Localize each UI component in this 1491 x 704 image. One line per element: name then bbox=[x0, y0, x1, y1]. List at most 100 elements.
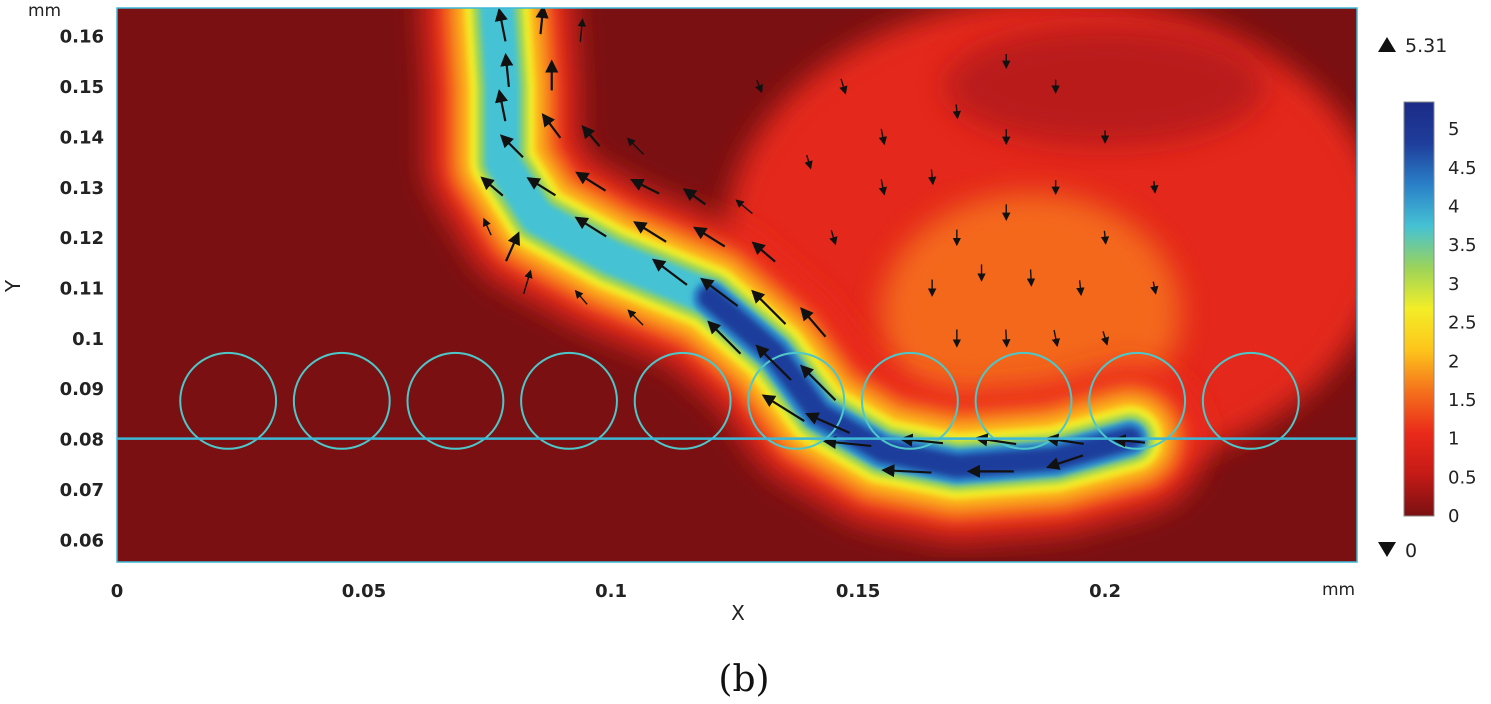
particle bbox=[406, 351, 505, 450]
colorbar-max-label: 5.31 bbox=[1405, 35, 1447, 57]
velocity-arrow bbox=[494, 8, 508, 42]
velocity-arrow bbox=[682, 188, 707, 206]
particle bbox=[747, 351, 846, 450]
y-tick-label: 0.09 bbox=[60, 379, 104, 400]
velocity-vectors bbox=[480, 8, 1159, 478]
velocity-arrow bbox=[878, 128, 887, 146]
velocity-arrow bbox=[800, 307, 827, 338]
colorbar-tick-label: 1 bbox=[1448, 429, 1459, 450]
velocity-arrow bbox=[839, 78, 848, 95]
max-triangle-icon bbox=[1378, 37, 1396, 52]
min-triangle-icon bbox=[1378, 542, 1396, 557]
velocity-arrow bbox=[575, 171, 607, 192]
y-tick-label: 0.13 bbox=[60, 178, 104, 199]
y-unit-label: mm bbox=[28, 1, 61, 21]
velocity-arrow bbox=[577, 18, 586, 42]
y-axis-ticks: 0.06 0.07 0.08 0.09 0.1 0.11 0.12 0.13 0.14 0.15 0… bbox=[60, 27, 104, 552]
velocity-arrow bbox=[805, 412, 851, 434]
x-tick-label: 0 bbox=[111, 581, 124, 602]
velocity-arrow bbox=[799, 364, 837, 401]
velocity-arrow bbox=[1076, 280, 1085, 297]
plot-frame bbox=[116, 7, 1358, 563]
colorbar-tick-label: 2.5 bbox=[1448, 313, 1477, 334]
velocity-arrow bbox=[693, 226, 726, 248]
velocity-arrow bbox=[755, 344, 792, 381]
velocity-arrow bbox=[1045, 454, 1084, 470]
velocity-arrow bbox=[707, 320, 742, 355]
velocity-arrow bbox=[881, 464, 932, 478]
velocity-arrow bbox=[761, 394, 805, 423]
velocity-arrow bbox=[651, 258, 688, 286]
particle bbox=[633, 351, 732, 450]
velocity-arrow bbox=[627, 309, 644, 326]
field-region bbox=[945, 26, 1266, 147]
y-tick-label: 0.08 bbox=[60, 430, 104, 451]
colorbar-tick-label: 4.5 bbox=[1448, 158, 1477, 179]
colorbar-tick-label: 1.5 bbox=[1448, 390, 1477, 411]
velocity-arrow bbox=[1112, 434, 1145, 448]
velocity-arrow bbox=[574, 216, 607, 238]
y-tick-label: 0.15 bbox=[60, 77, 104, 98]
y-tick-label: 0.1 bbox=[72, 329, 104, 350]
velocity-arrow bbox=[829, 230, 838, 246]
colorbar bbox=[1403, 101, 1435, 517]
velocity-arrow bbox=[581, 125, 601, 147]
y-tick-label: 0.14 bbox=[60, 127, 104, 148]
velocity-arrow bbox=[1150, 281, 1159, 295]
velocity-arrow bbox=[1002, 329, 1011, 348]
colorbar-tick-label: 0 bbox=[1448, 506, 1459, 527]
particle bbox=[974, 351, 1073, 450]
velocity-arrow bbox=[505, 231, 520, 262]
velocity-arrow bbox=[480, 176, 504, 197]
x-tick-label: 0.05 bbox=[342, 581, 386, 602]
x-tick-label: 0.2 bbox=[1089, 581, 1121, 602]
colorbar-tick-label: 2 bbox=[1448, 351, 1459, 372]
x-unit-label: mm bbox=[1322, 580, 1355, 600]
velocity-arrow bbox=[574, 289, 588, 305]
colorbar-tick-label: 3.5 bbox=[1448, 235, 1477, 256]
colorbar-tick-label: 3 bbox=[1448, 274, 1459, 295]
y-tick-label: 0.06 bbox=[60, 530, 104, 551]
colorbar-tick-label: 0.5 bbox=[1448, 467, 1477, 488]
particle bbox=[292, 351, 391, 450]
y-tick-label: 0.12 bbox=[60, 228, 104, 249]
velocity-arrow bbox=[878, 179, 887, 196]
velocity-arrow bbox=[535, 8, 549, 35]
velocity-arrow bbox=[1150, 181, 1159, 194]
velocity-arrow bbox=[1100, 230, 1110, 245]
colorbar-tick-label: 5 bbox=[1448, 119, 1459, 140]
velocity-arrow bbox=[822, 435, 872, 449]
y-tick-label: 0.07 bbox=[60, 480, 104, 501]
velocity-arrow bbox=[804, 154, 813, 170]
velocity-arrow bbox=[526, 177, 557, 197]
velocity-arrow bbox=[633, 221, 667, 243]
velocity-arrow bbox=[495, 89, 508, 122]
velocity-arrow bbox=[499, 134, 524, 159]
velocity-arrow bbox=[751, 289, 787, 325]
velocity-arrow bbox=[1026, 269, 1036, 287]
colorbar-ticks: 0 0.5 1 1.5 2 2.5 3 3.5 4 4.5 5 bbox=[1448, 119, 1477, 527]
velocity-arrow bbox=[1100, 331, 1110, 346]
velocity-arrow bbox=[1051, 329, 1060, 348]
particle bbox=[1088, 351, 1187, 450]
particles bbox=[179, 351, 1300, 450]
velocity-arrow bbox=[522, 269, 533, 295]
velocity-arrow bbox=[927, 169, 937, 186]
colorbar-min-label: 0 bbox=[1405, 540, 1417, 562]
y-tick-label: 0.16 bbox=[60, 27, 104, 48]
particle bbox=[520, 351, 618, 450]
figure-caption: (b) bbox=[718, 659, 769, 700]
velocity-arrow bbox=[735, 199, 753, 215]
particle bbox=[860, 351, 959, 450]
x-axis-ticks: 0 0.05 0.1 0.15 0.2 bbox=[111, 581, 1121, 602]
y-tick-label: 0.11 bbox=[60, 279, 104, 300]
particle bbox=[179, 351, 278, 450]
velocity-arrow bbox=[541, 113, 562, 139]
x-tick-label: 0.1 bbox=[595, 581, 627, 602]
velocity-arrow bbox=[755, 79, 763, 94]
x-axis-label: X bbox=[731, 601, 745, 625]
velocity-arrow bbox=[952, 104, 961, 120]
velocity-arrow bbox=[630, 179, 660, 195]
velocity-arrow bbox=[700, 277, 739, 307]
